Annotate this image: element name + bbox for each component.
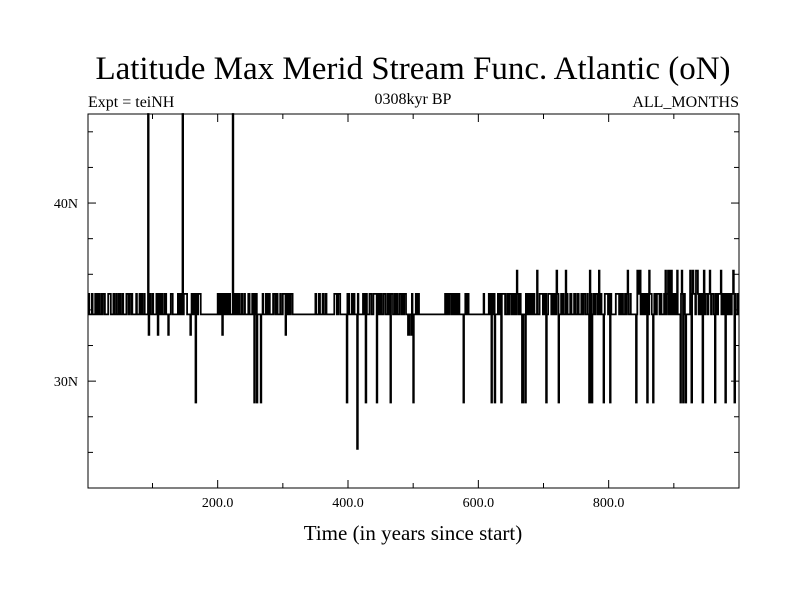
axis-ticks bbox=[88, 114, 739, 488]
series-line-teiNH bbox=[87, 113, 739, 450]
axis-tick-labels: 200.0 400.0 600.0 800.0 30N 40N bbox=[54, 197, 625, 511]
x-tick-label: 600.0 bbox=[463, 496, 495, 511]
months-label: ALL_MONTHS bbox=[632, 94, 739, 111]
period-label: 0308kyr BP bbox=[375, 91, 452, 108]
y-tick-label: 40N bbox=[54, 197, 78, 212]
x-tick-label: 400.0 bbox=[332, 496, 364, 511]
y-tick-label: 30N bbox=[54, 375, 78, 390]
plot-frame bbox=[87, 113, 740, 489]
experiment-label: Expt = teiNH bbox=[88, 94, 175, 111]
chart-title: Latitude Max Merid Stream Func. Atlantic… bbox=[95, 51, 730, 87]
x-tick-label: 800.0 bbox=[593, 496, 625, 511]
x-axis-label: Time (in years since start) bbox=[304, 521, 523, 545]
x-tick-label: 200.0 bbox=[202, 496, 234, 511]
